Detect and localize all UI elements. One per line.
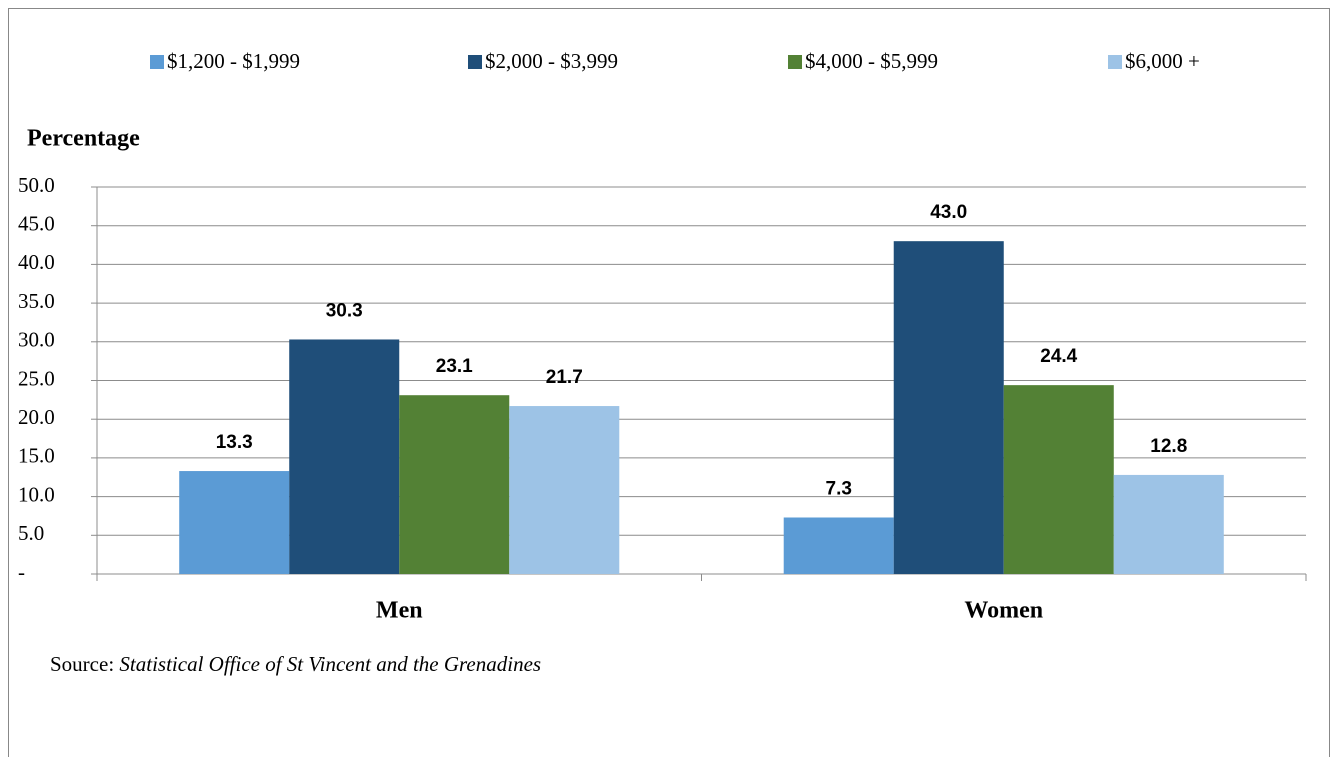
bar xyxy=(1003,385,1114,574)
bar xyxy=(289,339,400,574)
bar xyxy=(509,406,620,574)
legend-swatch xyxy=(150,55,164,69)
x-tick-label: Men xyxy=(376,598,423,624)
legend-swatch xyxy=(468,55,482,69)
bar xyxy=(1113,474,1224,574)
chart-border xyxy=(8,8,1330,757)
x-tick-label: Women xyxy=(964,598,1043,624)
data-label: 30.3 xyxy=(326,300,363,321)
data-label: 12.8 xyxy=(1150,436,1187,457)
legend-label: $2,000 - $3,999 xyxy=(485,49,618,73)
data-label: 23.1 xyxy=(436,356,473,377)
y-tick-label: 35.0 xyxy=(18,289,55,313)
y-axis-title: Percentage xyxy=(27,126,140,152)
source-label: Source: Statistical Office of St Vincent… xyxy=(50,652,541,676)
bar xyxy=(179,471,290,574)
data-label: 13.3 xyxy=(216,432,253,453)
bar xyxy=(893,241,1004,574)
y-tick-label: 25.0 xyxy=(18,366,55,390)
legend-swatch xyxy=(788,55,802,69)
y-tick-label: 20.0 xyxy=(18,405,55,429)
bar xyxy=(783,517,894,574)
y-tick-label: - xyxy=(18,560,25,584)
legend-label: $6,000 + xyxy=(1125,49,1200,73)
source-label-text: Source: xyxy=(50,652,114,676)
y-tick-label: 30.0 xyxy=(18,328,55,352)
legend-swatch xyxy=(1108,55,1122,69)
y-tick-label: 45.0 xyxy=(18,212,55,236)
data-label: 43.0 xyxy=(930,202,967,223)
y-tick-label: 15.0 xyxy=(18,444,55,468)
legend-label: $1,200 - $1,999 xyxy=(167,49,300,73)
y-tick-label: 10.0 xyxy=(18,482,55,506)
source-text: Statistical Office of St Vincent and the… xyxy=(119,652,541,676)
data-label: 21.7 xyxy=(546,367,583,388)
legend-label: $4,000 - $5,999 xyxy=(805,49,938,73)
bar xyxy=(399,395,510,574)
data-label: 24.4 xyxy=(1040,346,1077,367)
y-tick-label: 40.0 xyxy=(18,250,55,274)
y-tick-label: 50.0 xyxy=(18,173,55,197)
y-tick-label: 5.0 xyxy=(18,521,44,545)
data-label: 7.3 xyxy=(826,479,852,500)
